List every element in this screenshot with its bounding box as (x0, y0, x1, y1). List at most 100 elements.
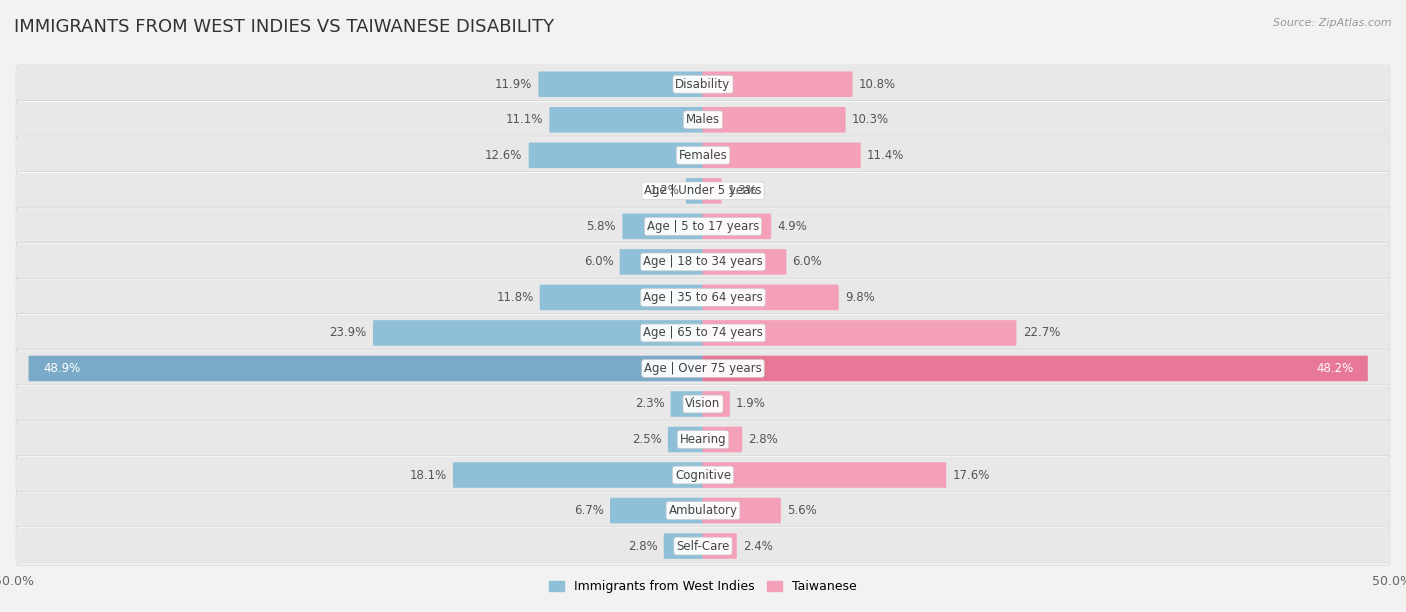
FancyBboxPatch shape (540, 285, 703, 310)
Text: Ambulatory: Ambulatory (668, 504, 738, 517)
FancyBboxPatch shape (703, 143, 860, 168)
Text: 6.7%: 6.7% (574, 504, 603, 517)
FancyBboxPatch shape (610, 498, 703, 523)
Text: Age | 5 to 17 years: Age | 5 to 17 years (647, 220, 759, 233)
Text: 11.8%: 11.8% (496, 291, 533, 304)
FancyBboxPatch shape (17, 137, 1389, 173)
Text: 12.6%: 12.6% (485, 149, 523, 162)
Text: Age | Under 5 years: Age | Under 5 years (644, 184, 762, 197)
FancyBboxPatch shape (17, 528, 1389, 564)
Text: 2.8%: 2.8% (628, 540, 658, 553)
FancyBboxPatch shape (664, 533, 703, 559)
FancyBboxPatch shape (17, 493, 1389, 529)
Text: Age | Over 75 years: Age | Over 75 years (644, 362, 762, 375)
FancyBboxPatch shape (703, 178, 721, 204)
Text: 1.2%: 1.2% (650, 184, 679, 197)
FancyBboxPatch shape (538, 72, 703, 97)
Text: Cognitive: Cognitive (675, 469, 731, 482)
FancyBboxPatch shape (15, 100, 1391, 139)
Text: 10.3%: 10.3% (852, 113, 889, 126)
Text: 4.9%: 4.9% (778, 220, 807, 233)
FancyBboxPatch shape (703, 533, 737, 559)
Text: IMMIGRANTS FROM WEST INDIES VS TAIWANESE DISABILITY: IMMIGRANTS FROM WEST INDIES VS TAIWANESE… (14, 18, 554, 36)
FancyBboxPatch shape (17, 279, 1389, 316)
Text: Self-Care: Self-Care (676, 540, 730, 553)
Text: Males: Males (686, 113, 720, 126)
FancyBboxPatch shape (15, 65, 1391, 103)
FancyBboxPatch shape (17, 102, 1389, 138)
FancyBboxPatch shape (620, 249, 703, 275)
FancyBboxPatch shape (529, 143, 703, 168)
FancyBboxPatch shape (15, 314, 1391, 352)
FancyBboxPatch shape (623, 214, 703, 239)
FancyBboxPatch shape (17, 386, 1389, 422)
Text: 22.7%: 22.7% (1022, 326, 1060, 340)
FancyBboxPatch shape (17, 66, 1389, 102)
FancyBboxPatch shape (15, 456, 1391, 494)
FancyBboxPatch shape (15, 491, 1391, 530)
FancyBboxPatch shape (17, 350, 1389, 387)
Text: 2.3%: 2.3% (634, 397, 665, 411)
Text: Age | 18 to 34 years: Age | 18 to 34 years (643, 255, 763, 269)
FancyBboxPatch shape (17, 422, 1389, 458)
FancyBboxPatch shape (17, 457, 1389, 493)
FancyBboxPatch shape (15, 527, 1391, 565)
FancyBboxPatch shape (15, 207, 1391, 245)
FancyBboxPatch shape (15, 385, 1391, 423)
Text: 48.2%: 48.2% (1316, 362, 1354, 375)
Text: Disability: Disability (675, 78, 731, 91)
FancyBboxPatch shape (703, 462, 946, 488)
FancyBboxPatch shape (15, 243, 1391, 281)
Text: 2.4%: 2.4% (742, 540, 773, 553)
Legend: Immigrants from West Indies, Taiwanese: Immigrants from West Indies, Taiwanese (544, 575, 862, 599)
FancyBboxPatch shape (703, 72, 852, 97)
FancyBboxPatch shape (703, 285, 839, 310)
FancyBboxPatch shape (15, 278, 1391, 316)
FancyBboxPatch shape (15, 172, 1391, 210)
FancyBboxPatch shape (15, 349, 1391, 387)
FancyBboxPatch shape (17, 244, 1389, 280)
FancyBboxPatch shape (703, 356, 1368, 381)
Text: 11.1%: 11.1% (506, 113, 543, 126)
Text: 9.8%: 9.8% (845, 291, 875, 304)
FancyBboxPatch shape (373, 320, 703, 346)
FancyBboxPatch shape (17, 208, 1389, 244)
FancyBboxPatch shape (671, 391, 703, 417)
Text: 2.8%: 2.8% (748, 433, 778, 446)
FancyBboxPatch shape (703, 214, 772, 239)
FancyBboxPatch shape (703, 320, 1017, 346)
Text: Source: ZipAtlas.com: Source: ZipAtlas.com (1274, 18, 1392, 28)
Text: 23.9%: 23.9% (329, 326, 367, 340)
FancyBboxPatch shape (453, 462, 703, 488)
Text: Age | 65 to 74 years: Age | 65 to 74 years (643, 326, 763, 340)
FancyBboxPatch shape (15, 420, 1391, 458)
FancyBboxPatch shape (17, 315, 1389, 351)
Text: 18.1%: 18.1% (409, 469, 447, 482)
Text: 11.4%: 11.4% (868, 149, 904, 162)
Text: 2.5%: 2.5% (631, 433, 662, 446)
Text: 5.8%: 5.8% (586, 220, 616, 233)
FancyBboxPatch shape (703, 391, 730, 417)
Text: 1.9%: 1.9% (737, 397, 766, 411)
FancyBboxPatch shape (668, 427, 703, 452)
Text: 10.8%: 10.8% (859, 78, 896, 91)
FancyBboxPatch shape (703, 107, 845, 133)
Text: Hearing: Hearing (679, 433, 727, 446)
Text: 17.6%: 17.6% (952, 469, 990, 482)
FancyBboxPatch shape (28, 356, 703, 381)
Text: 5.6%: 5.6% (787, 504, 817, 517)
Text: Age | 35 to 64 years: Age | 35 to 64 years (643, 291, 763, 304)
FancyBboxPatch shape (686, 178, 703, 204)
Text: 1.3%: 1.3% (728, 184, 758, 197)
FancyBboxPatch shape (703, 249, 786, 275)
FancyBboxPatch shape (703, 427, 742, 452)
Text: 11.9%: 11.9% (495, 78, 531, 91)
FancyBboxPatch shape (15, 136, 1391, 174)
Text: Vision: Vision (685, 397, 721, 411)
Text: 6.0%: 6.0% (583, 255, 613, 269)
FancyBboxPatch shape (550, 107, 703, 133)
FancyBboxPatch shape (703, 498, 780, 523)
Text: 48.9%: 48.9% (44, 362, 80, 375)
Text: 6.0%: 6.0% (793, 255, 823, 269)
FancyBboxPatch shape (17, 173, 1389, 209)
